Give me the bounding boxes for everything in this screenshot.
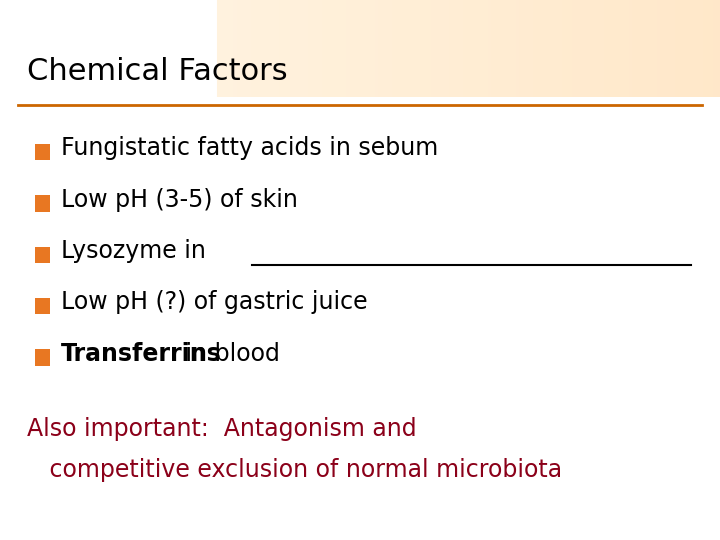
Text: competitive exclusion of normal microbiota: competitive exclusion of normal microbio… <box>27 458 562 482</box>
Text: Transferrins: Transferrins <box>61 342 222 366</box>
Bar <box>35 349 50 366</box>
Bar <box>35 247 50 263</box>
Text: Lysozyme in: Lysozyme in <box>61 239 214 263</box>
Text: Also important:  Antagonism and: Also important: Antagonism and <box>27 417 417 441</box>
Bar <box>35 298 50 314</box>
Text: Fungistatic fatty acids in sebum: Fungistatic fatty acids in sebum <box>61 137 438 160</box>
Text: Chemical Factors: Chemical Factors <box>27 57 288 86</box>
Text: Low pH (?) of gastric juice: Low pH (?) of gastric juice <box>61 291 368 314</box>
Bar <box>35 144 50 160</box>
Text: Low pH (3-5) of skin: Low pH (3-5) of skin <box>61 188 298 212</box>
Bar <box>35 195 50 212</box>
Text: in blood: in blood <box>178 342 279 366</box>
